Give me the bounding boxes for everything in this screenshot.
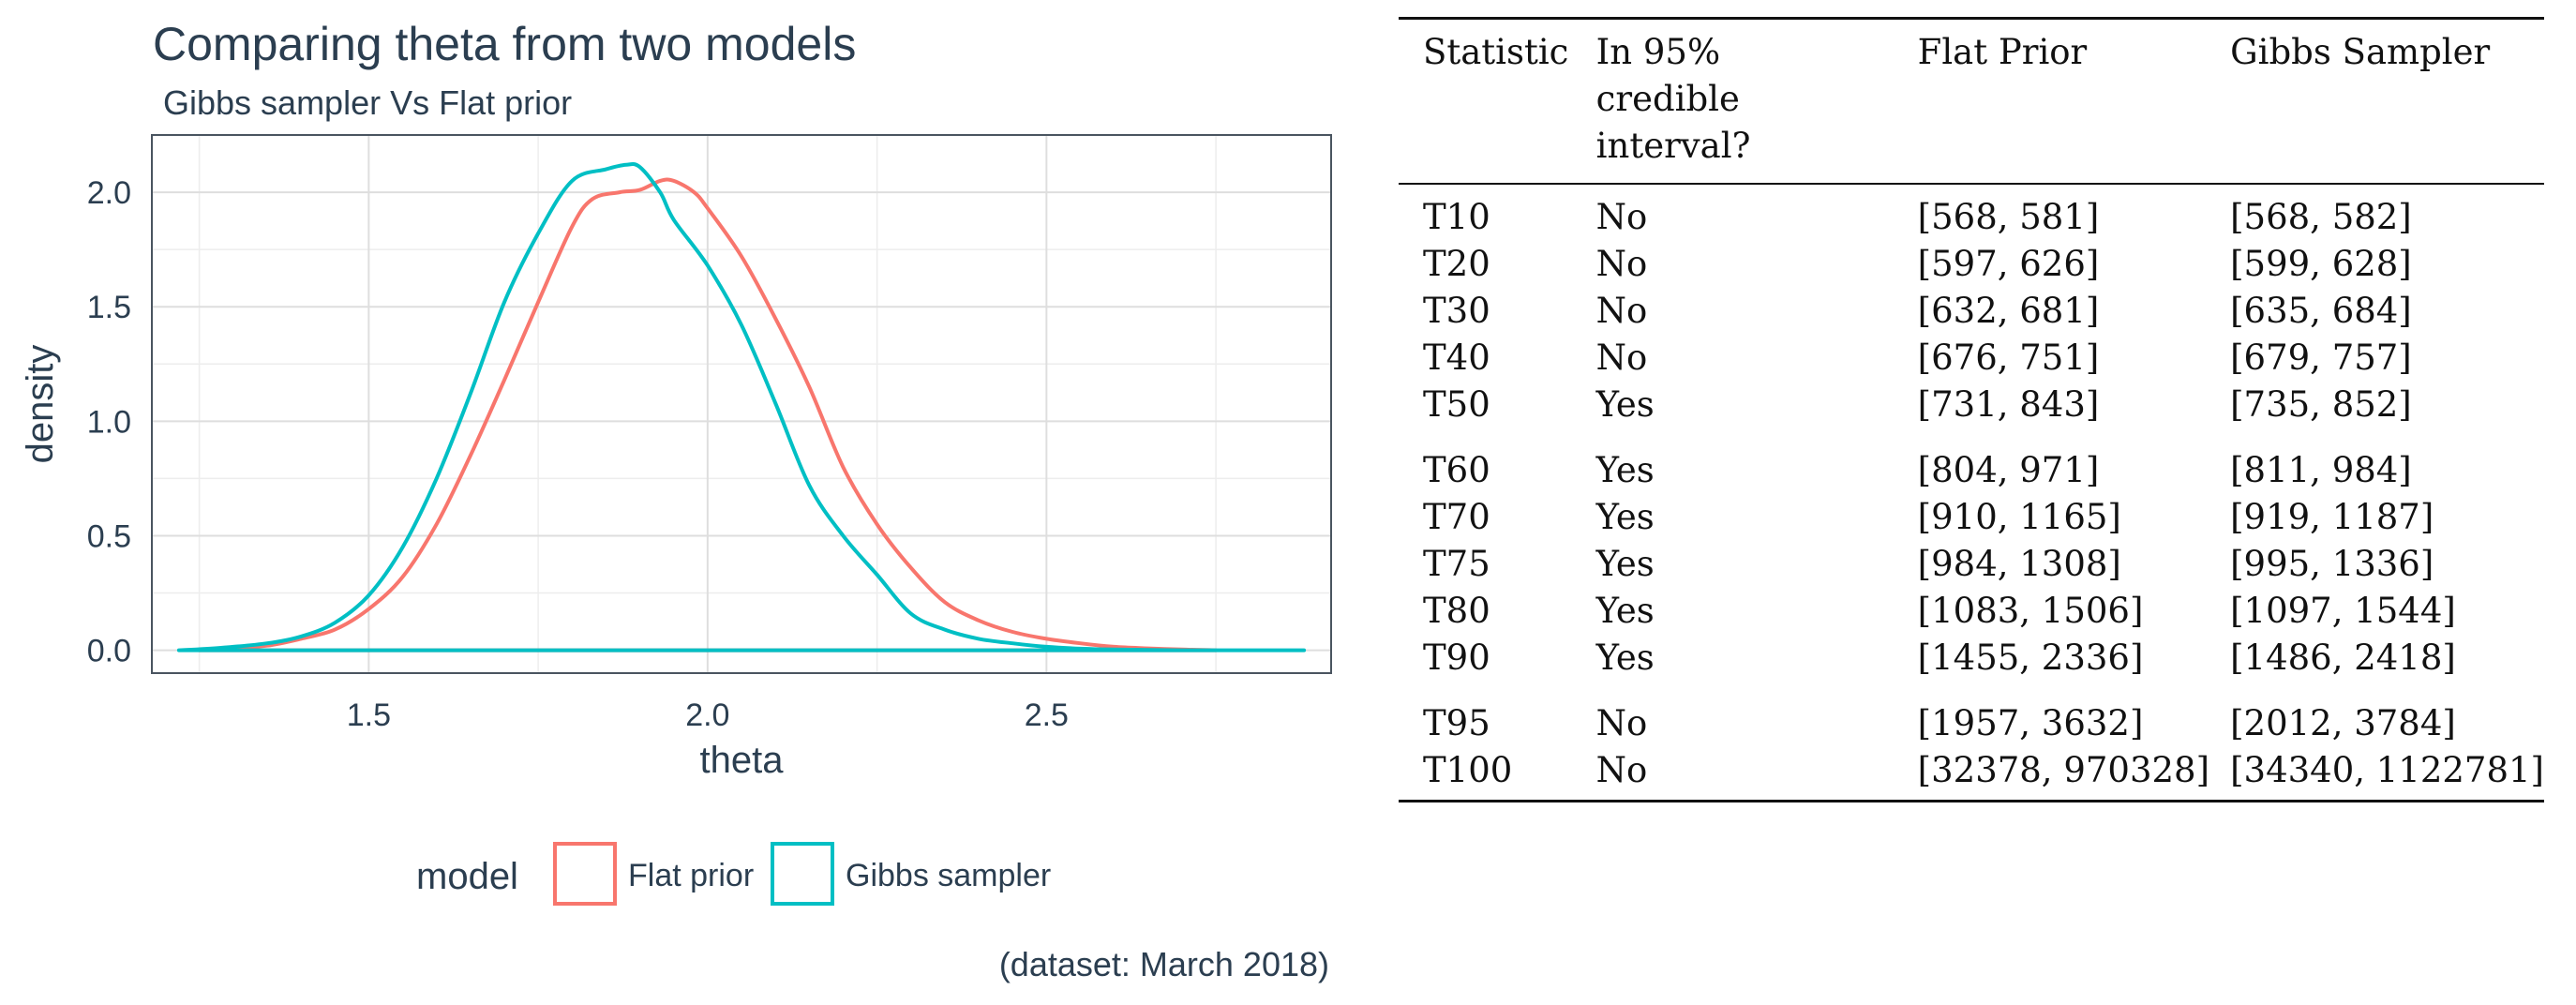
table-row: T70 Yes [910, 1165] [919, 1187] bbox=[1399, 494, 2544, 541]
cell-flat-prior: [568, 581] bbox=[1917, 197, 2100, 237]
cell-statistic: T50 bbox=[1423, 384, 1490, 425]
header-gibbs-sampler: Gibbs Sampler bbox=[2230, 18, 2544, 185]
y-tick-label: 1.0 bbox=[87, 404, 131, 440]
cell-gibbs-sampler: [568, 582] bbox=[2230, 197, 2412, 237]
y-axis-title: density bbox=[20, 345, 61, 464]
cell-gibbs-sampler: [919, 1187] bbox=[2230, 497, 2434, 537]
x-axis-title: theta bbox=[700, 740, 785, 781]
cell-flat-prior: [910, 1165] bbox=[1917, 497, 2121, 537]
legend-key bbox=[771, 842, 834, 906]
cell-statistic: T20 bbox=[1423, 244, 1490, 284]
x-tick-label: 1.5 bbox=[347, 698, 391, 733]
credible-interval-table: Statistic In 95% credible interval? Flat… bbox=[1399, 17, 2544, 802]
table-row: T100 No [32378, 970328] [34340, 1122781] bbox=[1399, 747, 2544, 802]
legend-label: Gibbs sampler bbox=[846, 858, 1051, 893]
header-flat-prior: Flat Prior bbox=[1917, 18, 2231, 185]
table-row: T40 No [676, 751] [679, 757] bbox=[1399, 335, 2544, 382]
cell-gibbs-sampler: [599, 628] bbox=[2230, 244, 2412, 284]
table-row: T75 Yes [984, 1308] [995, 1336] bbox=[1399, 541, 2544, 588]
table-row: T60 Yes [804, 971] [811, 984] bbox=[1399, 428, 2544, 494]
legend-items: Flat prior Gibbs sampler bbox=[553, 842, 1051, 906]
cell-statistic: T40 bbox=[1423, 338, 1490, 378]
legend-title: model bbox=[416, 856, 518, 897]
table-row: T90 Yes [1455, 2336] [1486, 2418] bbox=[1399, 635, 2544, 682]
series-line-flat-prior bbox=[197, 177, 1219, 652]
cell-statistic: T70 bbox=[1423, 497, 1490, 537]
cell-gibbs-sampler: [811, 984] bbox=[2230, 450, 2412, 490]
cell-in-interval: Yes bbox=[1595, 638, 1655, 678]
x-tick-label: 2.5 bbox=[1025, 698, 1069, 733]
cell-gibbs-sampler: [1097, 1544] bbox=[2230, 591, 2456, 631]
cell-in-interval: Yes bbox=[1595, 591, 1655, 631]
grid-minor bbox=[152, 134, 1331, 673]
cell-flat-prior: [1455, 2336] bbox=[1917, 638, 2144, 678]
y-tick-label: 1.5 bbox=[87, 290, 131, 325]
table-header-row: Statistic In 95% credible interval? Flat… bbox=[1399, 18, 2544, 185]
cell-statistic: T30 bbox=[1423, 291, 1490, 331]
cell-statistic: T75 bbox=[1423, 544, 1490, 584]
cell-flat-prior: [676, 751] bbox=[1917, 338, 2100, 378]
cell-statistic: T100 bbox=[1423, 750, 1513, 790]
cell-gibbs-sampler: [735, 852] bbox=[2230, 384, 2412, 425]
cell-gibbs-sampler: [679, 757] bbox=[2230, 338, 2412, 378]
y-tick-label: 0.0 bbox=[87, 634, 131, 669]
table-row: T10 No [568, 581] [568, 582] bbox=[1399, 184, 2544, 241]
cell-in-interval: No bbox=[1595, 703, 1648, 743]
cell-flat-prior: [597, 626] bbox=[1917, 244, 2100, 284]
table-row: T50 Yes [731, 843] [735, 852] bbox=[1399, 382, 2544, 428]
cell-in-interval: No bbox=[1595, 750, 1648, 790]
density-chart: Comparing theta from two models Gibbs sa… bbox=[20, 18, 1332, 983]
cell-gibbs-sampler: [2012, 3784] bbox=[2230, 703, 2456, 743]
plot-panel-border bbox=[151, 134, 1332, 674]
cell-flat-prior: [731, 843] bbox=[1917, 384, 2100, 425]
x-tick-label: 2.0 bbox=[685, 698, 729, 733]
series-line-gibbs-sampler bbox=[176, 161, 1307, 652]
table-row: T20 No [597, 626] [599, 628] bbox=[1399, 241, 2544, 288]
chart-subtitle: Gibbs sampler Vs Flat prior bbox=[163, 83, 572, 122]
chart-title: Comparing theta from two models bbox=[153, 18, 856, 70]
y-tick-labels: 0.0 0.5 1.0 1.5 2.0 bbox=[87, 175, 131, 669]
legend-key bbox=[553, 842, 617, 906]
x-tick-labels: 1.5 2.0 2.5 bbox=[347, 698, 1069, 733]
legend: model Flat prior Gibbs sampler bbox=[416, 842, 1051, 906]
cell-gibbs-sampler: [635, 684] bbox=[2230, 291, 2412, 331]
series-lines bbox=[176, 161, 1307, 652]
cell-in-interval: Yes bbox=[1595, 497, 1655, 537]
cell-statistic: T60 bbox=[1423, 450, 1490, 490]
cell-in-interval: No bbox=[1595, 291, 1648, 331]
cell-gibbs-sampler: [34340, 1122781] bbox=[2230, 750, 2544, 790]
cell-statistic: T10 bbox=[1423, 197, 1490, 237]
cell-flat-prior: [1083, 1506] bbox=[1917, 591, 2144, 631]
cell-in-interval: No bbox=[1595, 197, 1648, 237]
cell-in-interval: Yes bbox=[1595, 384, 1655, 425]
chart-caption: (dataset: March 2018) bbox=[999, 945, 1329, 983]
cell-flat-prior: [1957, 3632] bbox=[1917, 703, 2144, 743]
cell-flat-prior: [984, 1308] bbox=[1917, 544, 2121, 584]
table-body: T10 No [568, 581] [568, 582] T20 No [597, 626]… bbox=[1399, 184, 2544, 802]
cell-in-interval: No bbox=[1595, 338, 1648, 378]
cell-flat-prior: [632, 681] bbox=[1917, 291, 2100, 331]
cell-statistic: T95 bbox=[1423, 703, 1490, 743]
table-row: T80 Yes [1083, 1506] [1097, 1544] bbox=[1399, 588, 2544, 635]
cell-flat-prior: [32378, 970328] bbox=[1917, 750, 2210, 790]
legend-label: Flat prior bbox=[628, 858, 754, 893]
cell-in-interval: Yes bbox=[1595, 544, 1655, 584]
table-row: T30 No [632, 681] [635, 684] bbox=[1399, 288, 2544, 335]
cell-statistic: T90 bbox=[1423, 638, 1490, 678]
cell-gibbs-sampler: [1486, 2418] bbox=[2230, 638, 2456, 678]
cell-statistic: T80 bbox=[1423, 591, 1490, 631]
cell-in-interval: Yes bbox=[1595, 450, 1655, 490]
header-statistic: Statistic bbox=[1399, 18, 1596, 185]
cell-in-interval: No bbox=[1595, 244, 1648, 284]
header-in-interval: In 95% credible interval? bbox=[1595, 18, 1918, 185]
y-tick-label: 0.5 bbox=[87, 518, 131, 554]
cell-flat-prior: [804, 971] bbox=[1917, 450, 2100, 490]
cell-gibbs-sampler: [995, 1336] bbox=[2230, 544, 2434, 584]
y-tick-label: 2.0 bbox=[87, 175, 131, 211]
table-row: T95 No [1957, 3632] [2012, 3784] bbox=[1399, 682, 2544, 747]
